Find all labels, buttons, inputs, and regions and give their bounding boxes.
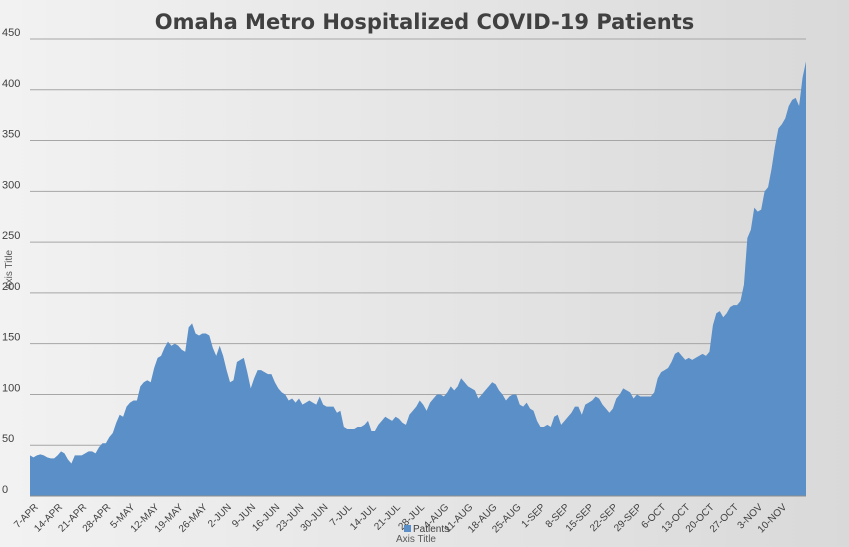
y-tick-label-100: 100	[2, 382, 20, 394]
y-tick-label-50: 50	[2, 433, 14, 445]
y-tick-label-400: 400	[2, 78, 20, 90]
y-tick-labels: 0 50 100 150 200 250 300 350 400 450	[2, 27, 20, 496]
y-tick-label-300: 300	[2, 179, 20, 191]
series-area-patients	[30, 61, 806, 497]
y-tick-label-200: 200	[2, 281, 20, 293]
legend: Patients	[404, 524, 449, 535]
y-axis-title: Axis Title	[4, 250, 15, 290]
x-tick-label-1-sep: 1-SEP	[520, 502, 548, 530]
chart-title: Omaha Metro Hospitalized COVID-19 Patien…	[154, 10, 695, 34]
y-tick-label-250: 250	[2, 230, 20, 242]
y-tick-label-450: 450	[2, 27, 20, 39]
legend-swatch	[404, 525, 411, 532]
x-tick-label-30-jun: 30-JUN	[299, 502, 331, 534]
y-tick-label-150: 150	[2, 332, 20, 344]
y-tick-label-350: 350	[2, 129, 20, 141]
x-tick-label-2-jun: 2-JUN	[206, 502, 234, 530]
series-area	[30, 61, 806, 497]
legend-label: Patients	[413, 524, 449, 535]
x-axis-title: Axis Title	[396, 534, 436, 545]
x-tick-labels: 7-APR14-APR21-APR28-APR5-MAY12-MAY19-MAY…	[12, 502, 789, 536]
y-tick-label-0: 0	[2, 484, 8, 496]
